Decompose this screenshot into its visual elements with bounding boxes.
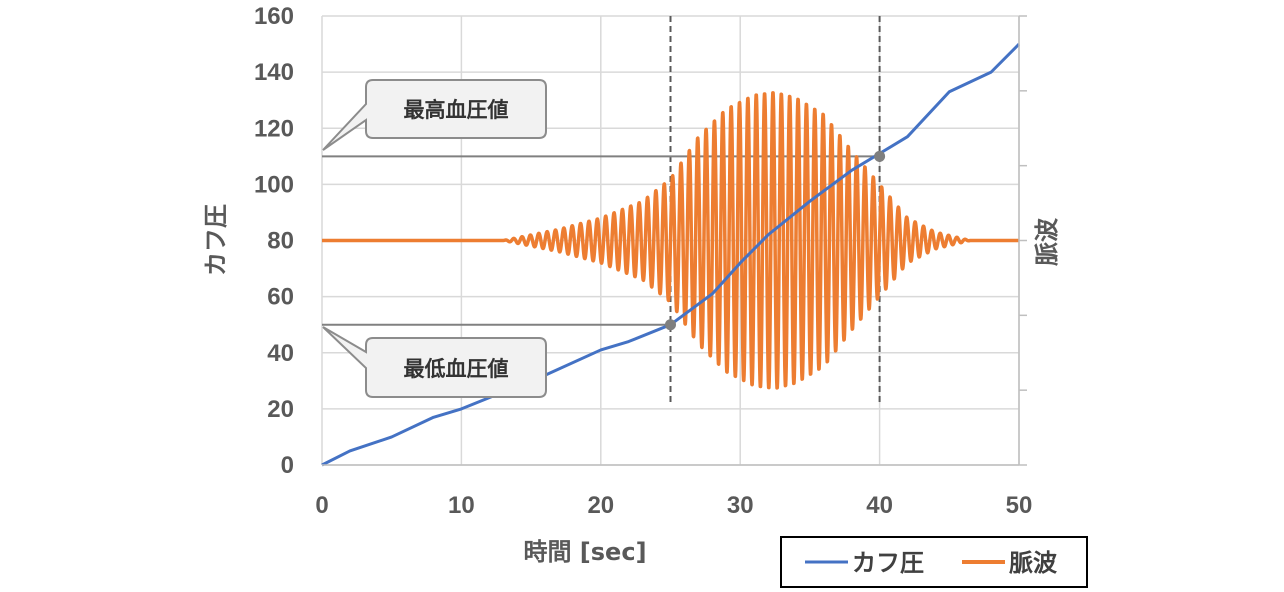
y-tick-label-100: 100 [254,171,294,198]
y-tick-label-80: 80 [267,228,294,255]
y-tick-label-0: 0 [281,452,294,479]
x-axis-label: 時間 [sec] [523,538,646,566]
y-tick-label-60: 60 [267,284,294,311]
tick-labels: 0 20 40 60 80 100 120 140 160 0 10 20 30 40 50 [254,3,1032,519]
y-tick-label-20: 20 [267,396,294,423]
x-tick-label-20: 20 [587,492,614,519]
y-tick-label-40: 40 [267,340,294,367]
x-tick-label-50: 50 [1006,492,1033,519]
pulse-wave-line [320,91,1021,390]
y-tick-label-120: 120 [254,115,294,142]
series-lines [320,43,1021,467]
x-tick-label-0: 0 [315,492,328,519]
legend-label-pulse: 脈波 [1009,549,1058,577]
y2-axis-label: 脈波 [1033,217,1061,266]
callout-min-bp: 最低血圧値 [322,326,547,398]
y-axis-label: カフ圧 [202,204,230,276]
y-tick-label-140: 140 [254,59,294,86]
callout-min-bp-box [322,326,547,398]
legend-label-cuff: カフ圧 [852,549,924,577]
cuff-pressure-line [321,43,1021,467]
legend-box [780,536,1088,588]
x-tick-label-10: 10 [448,492,475,519]
reference-marker [665,319,676,331]
y-tick-label-160: 160 [254,3,294,30]
x-tick-label-40: 40 [866,492,893,519]
legend: カフ圧 脈波 [780,536,1088,588]
x-tick-label-30: 30 [727,492,754,519]
reference-marker [874,150,886,162]
callout-max-bp-text: 最高血圧値 [404,98,509,122]
callout-max-bp-box [322,79,547,151]
callout-max-bp: 最高血圧値 [322,79,547,151]
axes [322,15,1027,466]
reference-markers [665,150,886,331]
callout-min-bp-text: 最低血圧値 [404,357,509,381]
